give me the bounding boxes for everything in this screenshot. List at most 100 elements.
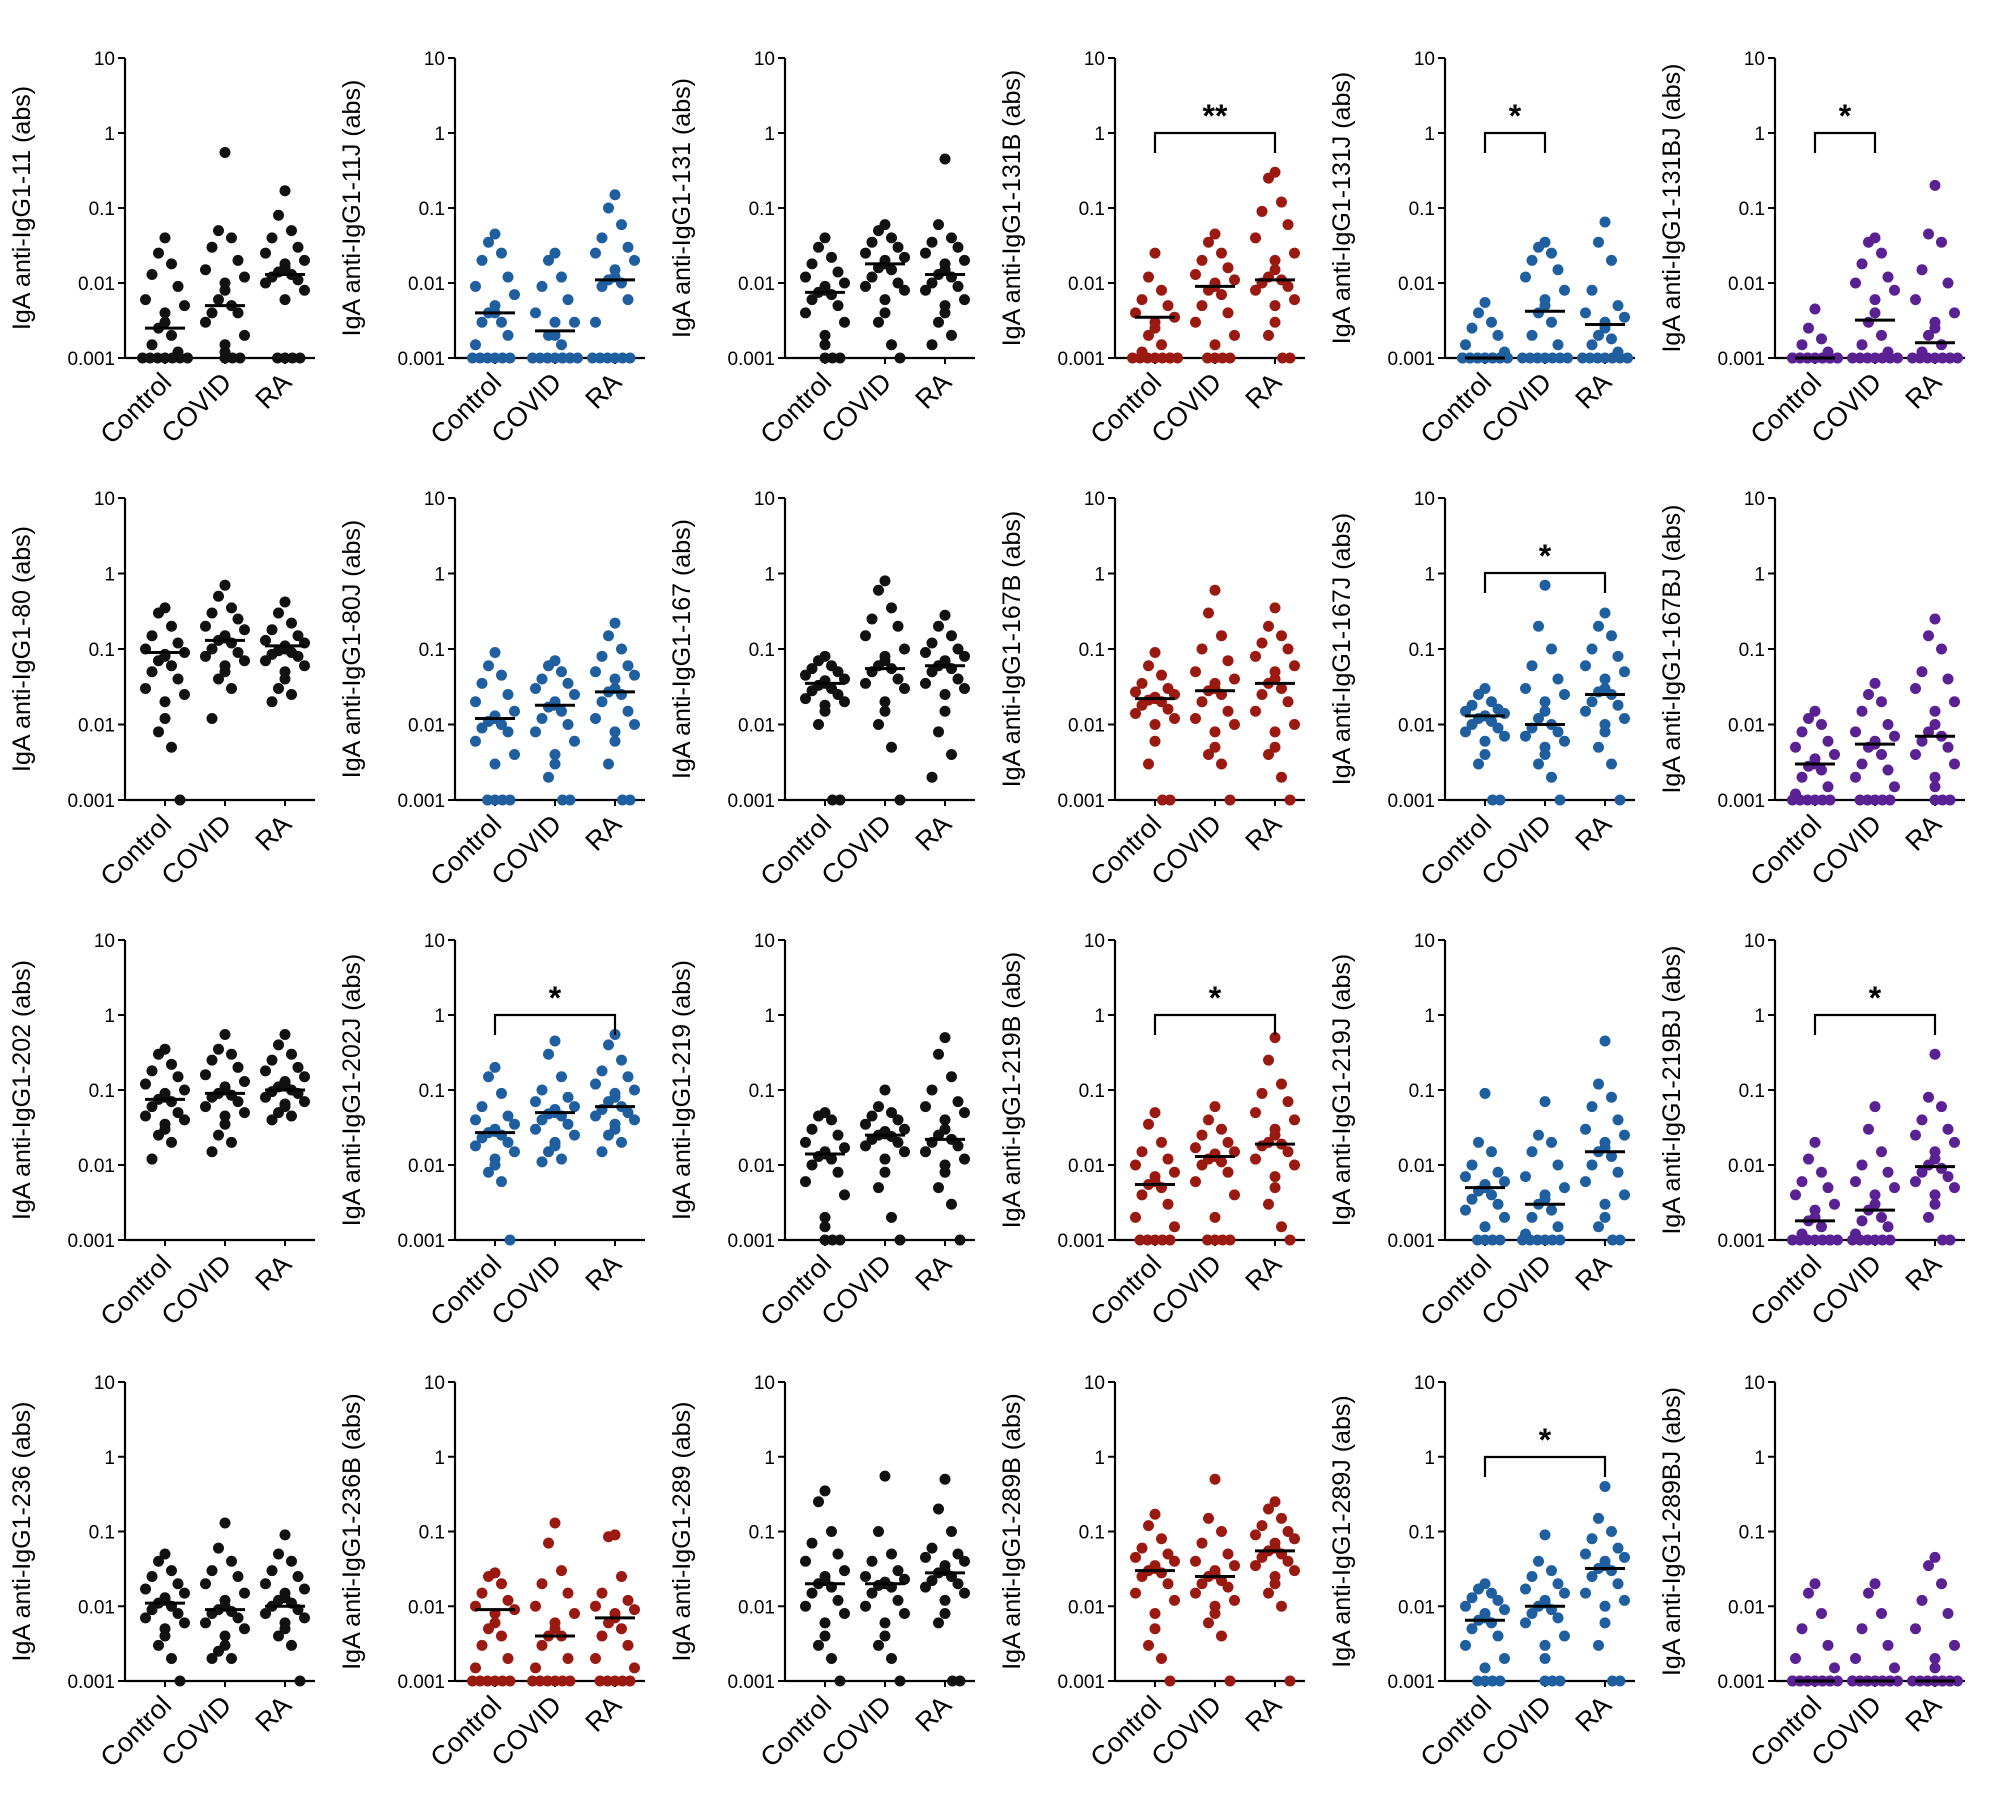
significance-bracket [1483,1455,1607,1477]
data-point [140,1078,151,1090]
data-point [1599,673,1611,685]
y-tick-label: 0.001 [397,349,445,370]
data-point [496,247,507,259]
data-point [569,735,580,747]
y-tick-label: 10 [754,1373,775,1394]
data-point [1619,311,1630,323]
data-point [596,696,608,708]
data-point [1460,1171,1471,1183]
data-point [1559,1182,1570,1194]
data-point [1169,1594,1180,1606]
y-axis-title: IgA anti-IgG1-219J (abs) [1328,954,1356,1226]
data-point [899,1123,910,1135]
data-point [834,352,846,364]
x-tick-label: RA [910,367,958,415]
data-point [834,1234,846,1246]
data-point [819,1485,831,1497]
data-point [832,1129,844,1141]
data-point [504,794,516,806]
data-point [1499,1604,1510,1616]
data-point [489,1159,501,1171]
data-point [1944,1234,1956,1246]
y-axis-title: IgA anti-IgG1-219B (abs) [998,952,1026,1229]
data-point [1876,1211,1887,1223]
data-point [1586,1533,1598,1545]
y-axis-title: IgA anti-IgG1-219BJ (abs) [1658,945,1686,1234]
data-point [1910,1129,1921,1141]
data-point [1263,172,1274,184]
data-point [1929,1048,1941,1060]
data-point [179,1084,190,1096]
data-point [899,643,910,655]
data-point [1593,620,1604,632]
data-point [1156,1136,1167,1148]
data-point [172,1107,184,1119]
data-point [286,688,297,700]
data-point [562,294,574,306]
data-point [556,271,567,283]
data-point [1164,794,1176,806]
data-point [1216,758,1227,770]
data-point [590,1110,601,1122]
data-point [543,329,554,341]
data-point [1222,1548,1234,1560]
data-point [1539,1639,1551,1651]
data-point [1143,660,1154,672]
y-tick-label: 1 [1094,1448,1105,1469]
data-point [1593,236,1604,248]
data-point [1460,1639,1471,1651]
data-point [1612,1542,1624,1554]
data-point [1486,1189,1497,1201]
data-point [1599,1480,1611,1492]
data-point [279,1028,291,1040]
data-point [1882,719,1894,730]
significance-bracket [1153,1013,1277,1035]
data-point [866,1110,878,1122]
data-point [1929,1652,1941,1664]
data-point [1460,339,1471,351]
data-point [806,294,818,306]
data-point [1816,1166,1827,1178]
data-point [1882,764,1894,776]
data-point [622,1071,634,1083]
data-point [1790,1189,1801,1201]
y-tick-label: 10 [94,931,115,952]
data-point [1612,1114,1624,1126]
data-point [1222,655,1234,667]
data-point [1269,300,1281,312]
data-point [1586,643,1598,655]
data-point [1850,1176,1861,1188]
data-point [952,1096,964,1108]
data-point [1203,749,1214,761]
data-point [819,1617,831,1629]
data-point [206,1565,218,1577]
data-point [1929,781,1941,793]
data-point [933,1048,944,1060]
y-tick-label: 0.1 [419,1523,445,1544]
y-axis-title: IgA anti-IgG1-289 (abs) [668,1402,696,1662]
data-point [1910,1623,1921,1635]
data-point [1492,722,1504,734]
data-point [260,277,271,289]
data-point [1282,1096,1294,1108]
data-point [1190,666,1201,678]
data-point [1856,1159,1868,1171]
y-tick-label: 0.1 [1739,640,1765,661]
data-point [952,673,964,685]
data-point [1284,352,1296,364]
data-point [813,1496,824,1508]
data-point [1816,1607,1827,1619]
data-point [239,1075,250,1087]
y-tick-label: 10 [424,931,445,952]
y-tick-label: 0.01 [408,1156,445,1177]
data-point [1923,228,1934,240]
data-point [1822,781,1834,793]
y-tick-label: 10 [754,931,775,952]
data-point [476,1101,488,1113]
data-point [1606,1526,1617,1537]
data-point [530,726,541,738]
data-point [1916,666,1928,678]
